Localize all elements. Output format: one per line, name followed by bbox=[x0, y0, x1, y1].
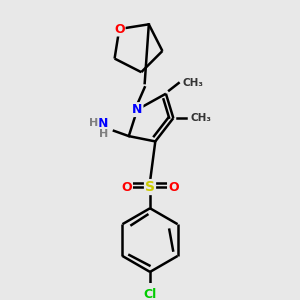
Text: H: H bbox=[89, 118, 98, 128]
Text: O: O bbox=[168, 181, 179, 194]
Text: O: O bbox=[121, 181, 132, 194]
Text: Cl: Cl bbox=[143, 288, 157, 300]
Text: O: O bbox=[114, 22, 124, 35]
Text: H: H bbox=[99, 129, 108, 139]
Text: CH₃: CH₃ bbox=[190, 113, 212, 123]
Text: N: N bbox=[98, 117, 109, 130]
Text: CH₃: CH₃ bbox=[183, 78, 204, 88]
Text: N: N bbox=[132, 103, 142, 116]
Text: S: S bbox=[145, 180, 155, 194]
